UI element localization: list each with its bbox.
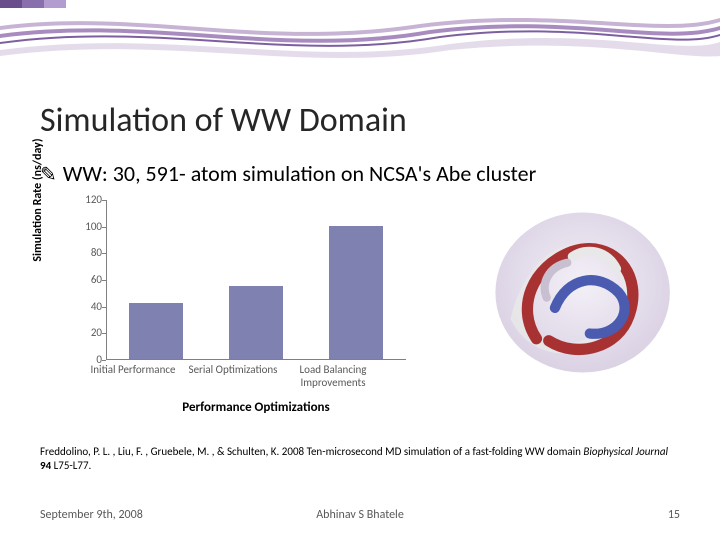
ytick-label: 60: [80, 273, 102, 286]
footer-date: September 9th, 2008: [40, 508, 143, 522]
bar-load-balancing: [329, 226, 383, 359]
ytick-label: 40: [80, 300, 102, 313]
ytick-label: 100: [80, 220, 102, 233]
performance-bar-chart: Simulation Rate (ns/day) 0 20 40 60 80 1…: [40, 200, 460, 430]
bullet-text: WW: 30, 591- atom simulation on NCSA's A…: [63, 160, 537, 187]
bar-serial-optimizations: [229, 286, 283, 359]
citation-pages: L75-L77.: [51, 459, 91, 472]
protein-structure-image: [470, 195, 685, 390]
chart-y-axis-label: Simulation Rate (ns/day): [32, 130, 45, 270]
footer-author: Abhinav S Bhatele: [316, 508, 404, 522]
ytick-label: 20: [80, 326, 102, 339]
xtick-label: Initial Performance: [88, 364, 178, 377]
citation-authors: Freddolino, P. L. , Liu, F. , Gruebele, …: [40, 445, 583, 458]
xtick-label: Serial Optimizations: [188, 364, 278, 377]
ytick-label: 80: [80, 246, 102, 259]
xtick-label: Load Balancing Improvements: [288, 364, 378, 389]
bullet-item: ✎ WW: 30, 591- atom simulation on NCSA's…: [40, 160, 536, 187]
ytick-mark: [102, 360, 106, 361]
citation-text: Freddolino, P. L. , Liu, F. , Gruebele, …: [40, 445, 680, 473]
header-wave-decoration: [0, 0, 720, 80]
slide-title: Simulation of WW Domain: [40, 100, 407, 141]
chart-plot-area: [106, 200, 406, 360]
slide-footer: September 9th, 2008 Abhinav S Bhatele 15: [40, 508, 680, 522]
citation-journal: Biophysical Journal: [583, 445, 668, 458]
footer-page-number: 15: [668, 508, 680, 522]
bar-initial-performance: [129, 303, 183, 359]
ytick-label: 120: [80, 193, 102, 206]
chart-x-axis-title: Performance Optimizations: [106, 400, 406, 415]
citation-volume: 94: [40, 459, 51, 472]
